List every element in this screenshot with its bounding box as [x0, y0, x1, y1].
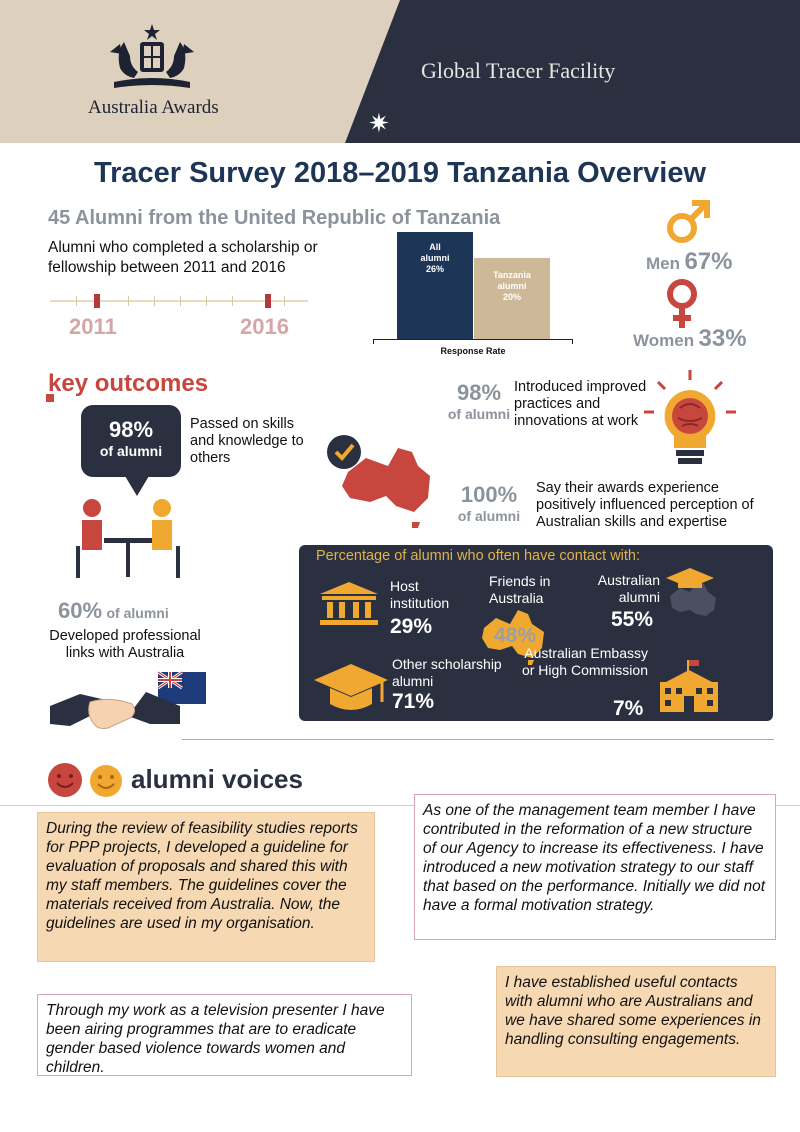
- links-text: Developed professional links with Austra…: [49, 628, 201, 661]
- quote-management: As one of the management team member I h…: [414, 794, 776, 940]
- institution-icon: [320, 582, 378, 625]
- links-unit: of alumni: [106, 605, 169, 621]
- men-label: Men: [646, 254, 680, 273]
- host-label: Host institution: [390, 578, 450, 611]
- bar-all-label-2: alumni: [420, 253, 450, 263]
- aus-alumni-pct: 55%: [611, 608, 654, 631]
- bar-all-alumni: All alumni 26%: [397, 232, 473, 339]
- skills-text: Passed on skills and knowledge to others: [190, 416, 304, 466]
- men-pct: 67%: [684, 248, 733, 275]
- other-label: Other scholarship alumni: [392, 656, 502, 689]
- host-pct: 29%: [390, 615, 433, 638]
- chart-axis-label: Response Rate: [440, 346, 506, 356]
- lightbulb-brain-icon: [644, 370, 736, 464]
- timeline: [50, 294, 308, 308]
- page-title: Tracer Survey 2018–2019 Tanzania Overvie…: [93, 157, 707, 189]
- timeline-end-marker: [265, 294, 271, 308]
- bar-tz-label-2: alumni: [497, 281, 527, 291]
- bar-all-label-1: All: [429, 242, 441, 252]
- practices-stat: 98% of alumni: [446, 380, 512, 422]
- female-icon: [667, 279, 697, 328]
- quote-contacts: I have established useful contacts with …: [496, 966, 776, 1077]
- male-icon: [667, 200, 710, 243]
- smiley-yellow-icon: [90, 765, 122, 797]
- hairline-divider: [0, 805, 800, 806]
- links-stat: 60% of alumni: [58, 598, 169, 624]
- header-right-panel: [345, 0, 800, 143]
- handshake-flag-icon: [50, 670, 206, 729]
- bar-tz-value: 20%: [502, 292, 521, 302]
- links-pct: 60%: [58, 598, 103, 623]
- embassy-building-icon: [660, 660, 718, 712]
- practices-unit: of alumni: [447, 406, 511, 422]
- friends-pct: 48%: [494, 624, 537, 647]
- skills-bubble: 98% of alumni: [81, 405, 181, 477]
- australia-check-icon: [327, 435, 430, 528]
- section-divider: [182, 739, 774, 740]
- meeting-people-icon: [76, 499, 180, 578]
- graduation-cap-australia-icon: [666, 568, 716, 616]
- smiley-red-icon: [48, 763, 82, 797]
- year-start: 2011: [69, 314, 117, 339]
- aus-alumni-label: Australian alumni: [597, 572, 660, 605]
- women-pct: 33%: [698, 325, 747, 352]
- skills-unit: of alumni: [99, 443, 163, 459]
- bar-tanzania-alumni: Tanzania alumni 20%: [474, 258, 550, 339]
- embassy-label: Australian Embassy or High Commission: [521, 645, 648, 678]
- alumni-voices-title: alumni voices: [131, 764, 303, 794]
- practices-text: Introduced improved practices and innova…: [514, 379, 647, 429]
- year-end: 2016: [240, 314, 289, 339]
- coat-of-arms-icon: [110, 24, 194, 88]
- women-stat: Women 33%: [633, 325, 747, 353]
- key-outcomes-title: key outcomes: [48, 370, 209, 397]
- section-accent: [46, 394, 54, 402]
- graduation-cap-icon: [314, 664, 388, 710]
- cohort-description: Alumni who completed a scholarship or fe…: [48, 239, 318, 276]
- header-left-panel: [0, 0, 400, 143]
- star-icon: ✷: [368, 108, 390, 138]
- facility-name: Global Tracer Facility: [421, 58, 616, 83]
- skills-pct: 98%: [108, 417, 154, 442]
- brand-name: Australia Awards: [88, 97, 219, 118]
- women-label: Women: [633, 331, 695, 350]
- bar-all-value: 26%: [425, 264, 444, 274]
- perception-unit: of alumni: [457, 508, 521, 524]
- australia-map-icon: [482, 610, 544, 665]
- friends-label: Friends in Australia: [489, 573, 551, 606]
- perception-text: Say their awards experience positively i…: [536, 480, 754, 530]
- chart-axis: [373, 339, 573, 344]
- alumni-count-heading: 45 Alumni from the United Republic of Ta…: [48, 207, 501, 229]
- quote-television: Through my work as a television presente…: [37, 994, 412, 1076]
- embassy-pct: 7%: [613, 697, 644, 720]
- practices-pct: 98%: [456, 380, 502, 405]
- perception-pct: 100%: [460, 482, 518, 507]
- men-stat: Men 67%: [646, 248, 733, 276]
- other-pct: 71%: [392, 690, 435, 713]
- contact-title: Percentage of alumni who often have cont…: [316, 548, 641, 564]
- bar-tz-label-1: Tanzania: [493, 270, 531, 280]
- timeline-start-marker: [94, 294, 100, 308]
- bubble-tail: [125, 476, 149, 496]
- perception-stat: 100% of alumni: [450, 482, 528, 524]
- quote-guideline: During the review of feasibility studies…: [37, 812, 375, 962]
